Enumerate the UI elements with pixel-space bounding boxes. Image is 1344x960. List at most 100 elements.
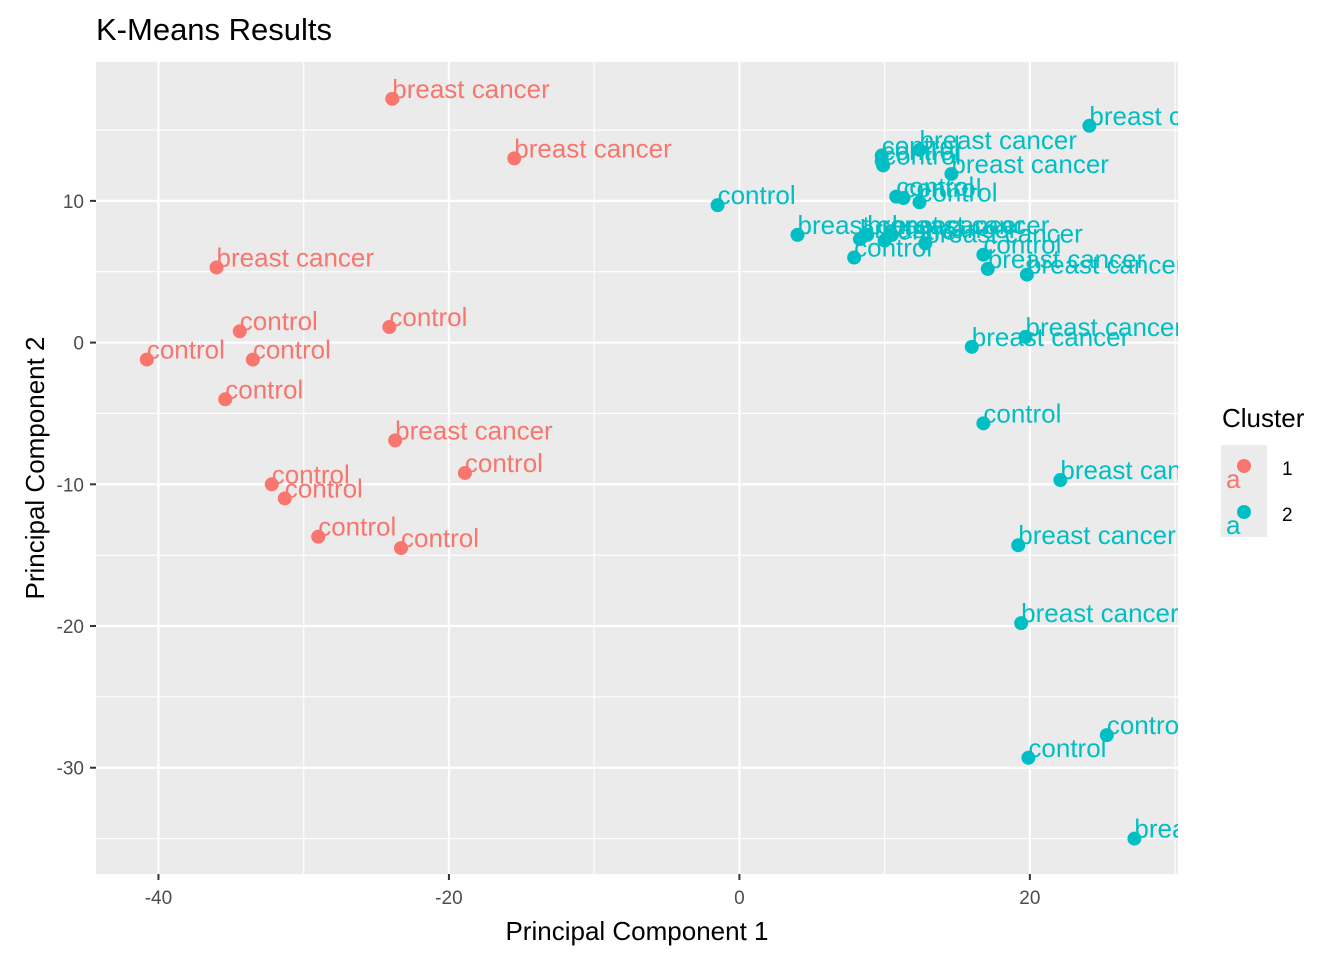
point-label: control	[253, 335, 331, 365]
point-label: breast cancer	[892, 210, 1050, 240]
point-label: breast cancer	[1027, 250, 1185, 280]
point-label: breast cancer	[1060, 455, 1218, 485]
point-label: control	[896, 172, 974, 202]
y-tick-label: -30	[57, 759, 84, 780]
grid-minor	[96, 62, 1178, 874]
data-point-cluster-2	[918, 236, 933, 251]
data-point-cluster-1	[218, 392, 233, 407]
data-point-cluster-1	[385, 91, 400, 106]
grid-major	[96, 62, 1178, 874]
point-label: control	[883, 140, 961, 170]
point-label: control	[389, 302, 467, 332]
data-point-cluster-1	[388, 433, 403, 448]
point-label: breast cancer	[395, 415, 553, 445]
point-label: breast cancer	[217, 242, 375, 272]
y-tick-label: 10	[63, 192, 84, 213]
point-label: control	[285, 473, 363, 503]
data-point-cluster-2	[912, 142, 927, 157]
point-label: breast cancer	[1026, 312, 1184, 342]
point-label: control	[904, 173, 982, 203]
point-label: control	[854, 233, 932, 263]
data-point-cluster-2	[1018, 329, 1033, 344]
data-point-cluster-2	[1053, 473, 1068, 488]
legend-key-dot-2	[1237, 505, 1251, 519]
chart-title: K-Means Results	[96, 12, 332, 47]
data-point-cluster-2	[976, 247, 991, 262]
y-axis: -30 -20 -10 0 10	[57, 192, 96, 780]
data-point-cluster-1	[264, 477, 279, 492]
data-point-cluster-2	[896, 191, 911, 206]
data-point-cluster-2	[1019, 267, 1034, 282]
x-tick-label: -40	[145, 888, 172, 909]
data-point-cluster-1	[245, 352, 260, 367]
point-label: breast cancer	[1134, 814, 1292, 844]
point-label: control	[882, 131, 960, 161]
data-point-cluster-1	[507, 151, 522, 166]
data-point-cluster-2	[912, 195, 927, 210]
point-label: breast cancer	[797, 210, 955, 240]
data-point-cluster-1	[209, 260, 224, 275]
data-point-cluster-2	[790, 227, 805, 242]
point-label: control	[272, 459, 350, 489]
point-label: breast cancer	[867, 210, 1025, 240]
x-axis-title: Principal Component 1	[505, 916, 768, 946]
point-label: control	[919, 177, 997, 207]
legend-key-text-1: a	[1226, 464, 1241, 494]
data-point-cluster-2	[1099, 728, 1114, 743]
point-label: control	[1028, 733, 1106, 763]
point-label: breast cancer	[988, 244, 1146, 274]
legend-label-2: 2	[1282, 505, 1293, 526]
data-point-cluster-2	[1011, 538, 1026, 553]
data-point-cluster-2	[1021, 750, 1036, 765]
point-label: breast cancer	[860, 214, 1018, 244]
point-label: breast cancer	[951, 149, 1109, 179]
point-label: control	[465, 448, 543, 478]
point-label: breast cancer	[919, 125, 1077, 155]
data-point-cluster-2	[1127, 831, 1142, 846]
data-point-cluster-1	[139, 352, 154, 367]
point-label: control	[983, 230, 1061, 260]
data-point-cluster-2	[710, 198, 725, 213]
data-point-cluster-2	[944, 166, 959, 181]
point-label: control	[318, 512, 396, 542]
y-tick-label: -20	[57, 617, 84, 638]
point-label: breast cancer	[925, 218, 1083, 248]
point-label: breast cancer	[1018, 520, 1176, 550]
data-point-cluster-1	[382, 319, 397, 334]
point-label: control	[401, 523, 479, 553]
point-label: control	[147, 335, 225, 365]
x-tick-label: 20	[1019, 888, 1040, 909]
point-label: control	[240, 306, 318, 336]
legend-key-dot-1	[1237, 459, 1251, 473]
point-label: breast cancer	[1089, 101, 1247, 131]
data-point-cluster-2	[884, 227, 899, 242]
point-label: breast cancer	[972, 322, 1130, 352]
data-point-cluster-2	[964, 339, 979, 354]
plot-panel	[96, 62, 1178, 874]
x-axis: -40 -20 0 20	[145, 874, 1040, 909]
data-point-cluster-1	[232, 324, 247, 339]
point-label: control	[718, 180, 796, 210]
y-axis-title: Principal Component 2	[20, 336, 50, 599]
x-tick-label: -20	[435, 888, 462, 909]
data-point-cluster-2	[1014, 616, 1029, 631]
points-layer	[139, 91, 1142, 846]
point-label: control	[882, 136, 960, 166]
data-point-cluster-1	[311, 529, 326, 544]
point-label: control	[885, 216, 963, 246]
data-point-cluster-2	[1082, 118, 1097, 133]
legend: Cluster a a 1 2	[1221, 403, 1305, 540]
data-point-cluster-1	[277, 491, 292, 506]
point-label: control	[983, 398, 1061, 428]
point-label: breast cancer	[514, 133, 672, 163]
data-point-cluster-2	[976, 416, 991, 431]
point-label: control	[1107, 710, 1185, 740]
data-point-cluster-1	[457, 465, 472, 480]
point-label: control	[225, 374, 303, 404]
y-tick-label: -10	[57, 475, 84, 496]
data-point-cluster-2	[980, 261, 995, 276]
legend-title: Cluster	[1222, 403, 1305, 433]
point-label: breast cancer	[1021, 598, 1179, 628]
